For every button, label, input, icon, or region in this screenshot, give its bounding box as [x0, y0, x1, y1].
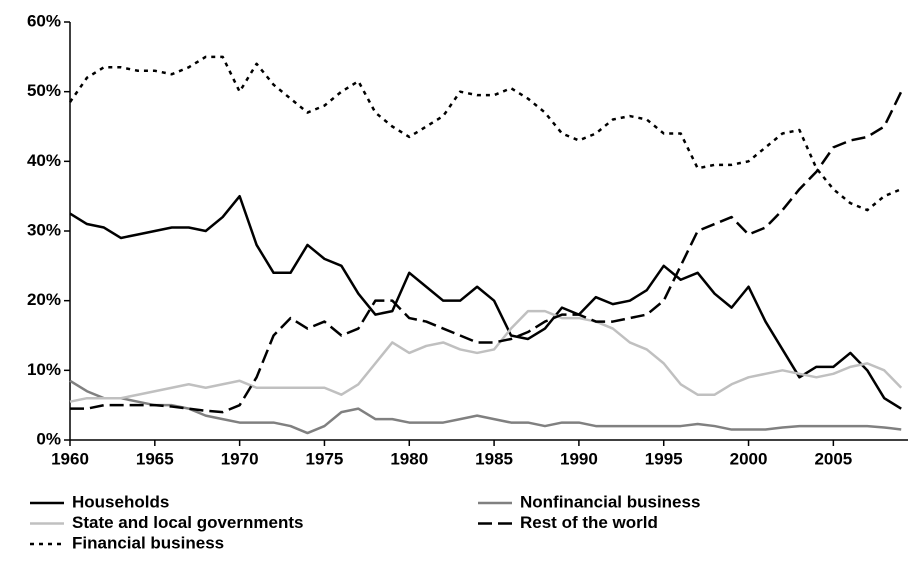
x-tick-label: 1975 [306, 449, 344, 468]
series-line [69, 194, 902, 410]
series-line [70, 91, 903, 414]
x-tick-label: 1985 [475, 449, 513, 468]
x-tick-label: 1995 [645, 449, 683, 468]
series-line [68, 55, 902, 212]
y-tick-label: 60% [27, 11, 61, 30]
legend-label: Households [72, 492, 169, 511]
legend-label: Nonfinancial business [520, 492, 700, 511]
legend-label: Financial business [72, 533, 224, 552]
x-tick-label: 2005 [814, 449, 852, 468]
y-tick-label: 20% [27, 290, 61, 309]
y-tick-label: 40% [27, 151, 61, 170]
x-tick-label: 1965 [136, 449, 174, 468]
x-tick-label: 1970 [221, 449, 259, 468]
series-line [69, 379, 902, 435]
y-tick-label: 0% [36, 429, 61, 448]
legend-label: Rest of the world [520, 513, 658, 532]
x-tick-label: 1980 [390, 449, 428, 468]
x-tick-label: 1990 [560, 449, 598, 468]
legend-label: State and local governments [72, 513, 303, 532]
y-tick-label: 50% [27, 81, 61, 100]
series-line [69, 309, 903, 403]
y-tick-label: 30% [27, 220, 61, 239]
y-tick-label: 10% [27, 360, 61, 379]
x-tick-label: 2000 [730, 449, 768, 468]
x-tick-label: 1960 [51, 449, 89, 468]
